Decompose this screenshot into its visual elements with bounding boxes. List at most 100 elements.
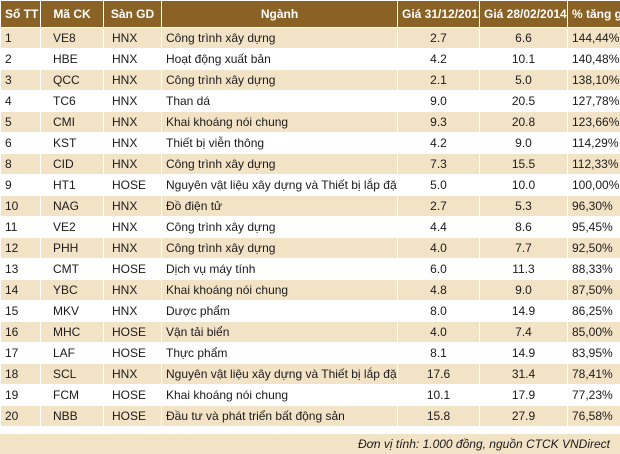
cell-gia-2013: 9.0	[397, 90, 480, 112]
cell-gia-2014: 7.7	[479, 237, 568, 259]
cell-san-gd: HNX	[103, 195, 162, 217]
cell-pct: 144,44%	[567, 27, 620, 49]
cell-stt: 11	[0, 216, 41, 238]
cell-ma-ck: NBB	[40, 405, 104, 427]
cell-nganh: Dược phẩm	[161, 300, 398, 322]
table-row: 5 CMI HNX Khai khoáng nói chung 9.3 20.8 123,6…	[0, 111, 620, 133]
cell-san-gd: HNX	[103, 90, 162, 112]
cell-nganh: Đồ điện tử	[161, 195, 398, 217]
cell-ma-ck: HT1	[40, 174, 104, 196]
cell-gia-2014: 7.4	[479, 321, 568, 343]
cell-nganh: Công trình xây dựng	[161, 27, 398, 49]
cell-gia-2013: 17.6	[397, 363, 480, 385]
cell-gia-2013: 2.7	[397, 195, 480, 217]
cell-stt: 20	[0, 405, 41, 427]
cell-ma-ck: VE2	[40, 216, 104, 238]
cell-stt: 17	[0, 342, 41, 364]
cell-gia-2013: 4.0	[397, 237, 480, 259]
cell-nganh: Khai khoáng nói chung	[161, 279, 398, 301]
cell-stt: 8	[0, 153, 41, 175]
cell-gia-2013: 4.2	[397, 48, 480, 70]
cell-gia-2013: 5.0	[397, 174, 480, 196]
cell-stt: 12	[0, 237, 41, 259]
cell-stt: 1	[0, 27, 41, 49]
table-row: 9 HT1 HOSE Nguyên vật liệu xây dựng và Thiế…	[0, 174, 620, 196]
cell-san-gd: HNX	[103, 300, 162, 322]
cell-pct: 100,00%	[567, 174, 620, 196]
cell-stt: 5	[0, 111, 41, 133]
table-row: 8 CID HNX Công trình xây dựng 7.3 15.5 112,33%	[0, 153, 620, 175]
cell-san-gd: HOSE	[103, 321, 162, 343]
cell-gia-2013: 4.4	[397, 216, 480, 238]
table-row: 15 MKV HNX Dược phẩm 8.0 14.9 86,25%	[0, 300, 620, 322]
cell-gia-2014: 10.1	[479, 48, 568, 70]
cell-san-gd: HNX	[103, 279, 162, 301]
cell-nganh: Than dá	[161, 90, 398, 112]
cell-ma-ck: YBC	[40, 279, 104, 301]
header-san-gd: Sàn GD	[103, 0, 162, 28]
cell-pct: 85,00%	[567, 321, 620, 343]
cell-gia-2014: 14.9	[479, 342, 568, 364]
table-row: 14 YBC HNX Khai khoáng nói chung 4.8 9.0 87,50…	[0, 279, 620, 301]
header-ma-ck: Mã CK	[40, 0, 104, 28]
cell-nganh: Khai khoáng nói chung	[161, 111, 398, 133]
cell-gia-2014: 11.3	[479, 258, 568, 280]
cell-gia-2014: 20.5	[479, 90, 568, 112]
cell-gia-2014: 5.3	[479, 195, 568, 217]
cell-san-gd: HNX	[103, 111, 162, 133]
cell-stt: 10	[0, 195, 41, 217]
cell-gia-2014: 31.4	[479, 363, 568, 385]
cell-gia-2014: 10.0	[479, 174, 568, 196]
cell-stt: 9	[0, 174, 41, 196]
cell-pct: 127,78%	[567, 90, 620, 112]
cell-nganh: Công trình xây dựng	[161, 216, 398, 238]
cell-ma-ck: KST	[40, 132, 104, 154]
cell-san-gd: HOSE	[103, 405, 162, 427]
cell-pct: 86,25%	[567, 300, 620, 322]
table-row: 17 LAF HOSE Thực phẩm 8.1 14.9 83,95%	[0, 342, 620, 364]
cell-san-gd: HNX	[103, 363, 162, 385]
cell-nganh: Công trình xây dựng	[161, 69, 398, 91]
cell-pct: 78,41%	[567, 363, 620, 385]
cell-stt: 19	[0, 384, 41, 406]
cell-nganh: Đầu tư và phát triển bất động sản	[161, 405, 398, 427]
table-row: 13 CMT HOSE Dịch vụ máy tính 6.0 11.3 88,33%	[0, 258, 620, 280]
header-row: Số TT Mã CK Sàn GD Ngành Giá 31/12/2013 …	[0, 0, 620, 28]
cell-pct: 114,29%	[567, 132, 620, 154]
cell-gia-2013: 2.1	[397, 69, 480, 91]
cell-gia-2013: 4.8	[397, 279, 480, 301]
cell-stt: 16	[0, 321, 41, 343]
cell-pct: 112,33%	[567, 153, 620, 175]
cell-ma-ck: MHC	[40, 321, 104, 343]
cell-ma-ck: CMI	[40, 111, 104, 133]
cell-nganh: Khai khoáng nói chung	[161, 384, 398, 406]
cell-gia-2013: 9.3	[397, 111, 480, 133]
cell-nganh: Nguyên vật liệu xây dựng và Thiết bị lắp…	[161, 363, 398, 385]
cell-pct: 87,50%	[567, 279, 620, 301]
cell-stt: 4	[0, 90, 41, 112]
cell-gia-2014: 9.0	[479, 132, 568, 154]
cell-ma-ck: NAG	[40, 195, 104, 217]
cell-san-gd: HNX	[103, 153, 162, 175]
cell-ma-ck: VE8	[40, 27, 104, 49]
cell-ma-ck: HBE	[40, 48, 104, 70]
cell-san-gd: HNX	[103, 27, 162, 49]
cell-gia-2013: 8.0	[397, 300, 480, 322]
table-row: 20 NBB HOSE Đầu tư và phát triển bất động s…	[0, 405, 620, 427]
cell-san-gd: HOSE	[103, 342, 162, 364]
cell-stt: 14	[0, 279, 41, 301]
cell-stt: 6	[0, 132, 41, 154]
cell-ma-ck: MKV	[40, 300, 104, 322]
cell-gia-2013: 15.8	[397, 405, 480, 427]
stock-gain-table: Số TT Mã CK Sàn GD Ngành Giá 31/12/2013 …	[0, 0, 620, 427]
cell-ma-ck: CID	[40, 153, 104, 175]
cell-gia-2014: 27.9	[479, 405, 568, 427]
header-gia-2013: Giá 31/12/2013	[397, 0, 480, 28]
table-row: 1 VE8 HNX Công trình xây dựng 2.7 6.6 144,44%	[0, 27, 620, 49]
cell-ma-ck: SCL	[40, 363, 104, 385]
cell-gia-2013: 10.1	[397, 384, 480, 406]
cell-san-gd: HNX	[103, 216, 162, 238]
table-row: 3 QCC HNX Công trình xây dựng 2.1 5.0 138,10%	[0, 69, 620, 91]
header-stt: Số TT	[0, 0, 41, 28]
